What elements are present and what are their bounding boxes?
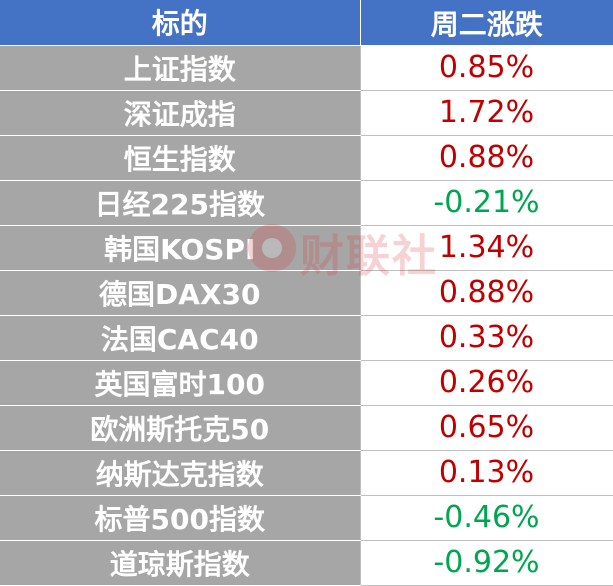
table-row: 韩国KOSPI 1.34% xyxy=(0,224,613,271)
row-change: 0.85% xyxy=(359,45,613,91)
row-name: 法国CAC40 xyxy=(0,314,360,361)
row-name: 德国DAX30 xyxy=(0,269,360,316)
row-change: 0.88% xyxy=(359,135,613,181)
row-change: -0.46% xyxy=(359,495,613,541)
row-name: 英国富时100 xyxy=(0,359,360,406)
table-row: 德国DAX30 0.88% xyxy=(0,269,613,316)
row-name: 韩国KOSPI xyxy=(0,224,360,271)
row-name: 欧洲斯托克50 xyxy=(0,404,360,451)
table-row: 标普500指数 -0.46% xyxy=(0,494,613,541)
header-name: 标的 xyxy=(0,0,361,45)
row-change: 0.33% xyxy=(359,315,613,361)
table-row: 上证指数 0.85% xyxy=(0,44,613,91)
row-change: 0.65% xyxy=(359,405,613,451)
table-row: 道琼斯指数 -0.92% xyxy=(0,539,613,586)
table-row: 纳斯达克指数 0.13% xyxy=(0,449,613,496)
table-row: 深证成指 1.72% xyxy=(0,89,613,136)
row-name: 标普500指数 xyxy=(0,494,360,541)
row-name: 上证指数 xyxy=(0,44,360,91)
row-change: 0.88% xyxy=(359,270,613,316)
row-change: 0.13% xyxy=(359,450,613,496)
row-change: 1.34% xyxy=(359,225,613,271)
table-header-row: 标的 周二涨跌 xyxy=(0,0,613,45)
table-row: 日经225指数 -0.21% xyxy=(0,179,613,226)
table-row: 欧洲斯托克50 0.65% xyxy=(0,404,613,451)
row-change: 1.72% xyxy=(359,90,613,136)
row-name: 道琼斯指数 xyxy=(0,539,360,586)
header-change: 周二涨跌 xyxy=(360,0,613,45)
row-name: 恒生指数 xyxy=(0,134,360,181)
row-change: -0.92% xyxy=(359,540,613,586)
table-row: 英国富时100 0.26% xyxy=(0,359,613,406)
row-name: 日经225指数 xyxy=(0,179,360,226)
row-name: 深证成指 xyxy=(0,89,360,136)
row-change: -0.21% xyxy=(359,180,613,226)
row-change: 0.26% xyxy=(359,360,613,406)
row-name: 纳斯达克指数 xyxy=(0,449,360,496)
table-row: 法国CAC40 0.33% xyxy=(0,314,613,361)
table-row: 恒生指数 0.88% xyxy=(0,134,613,181)
